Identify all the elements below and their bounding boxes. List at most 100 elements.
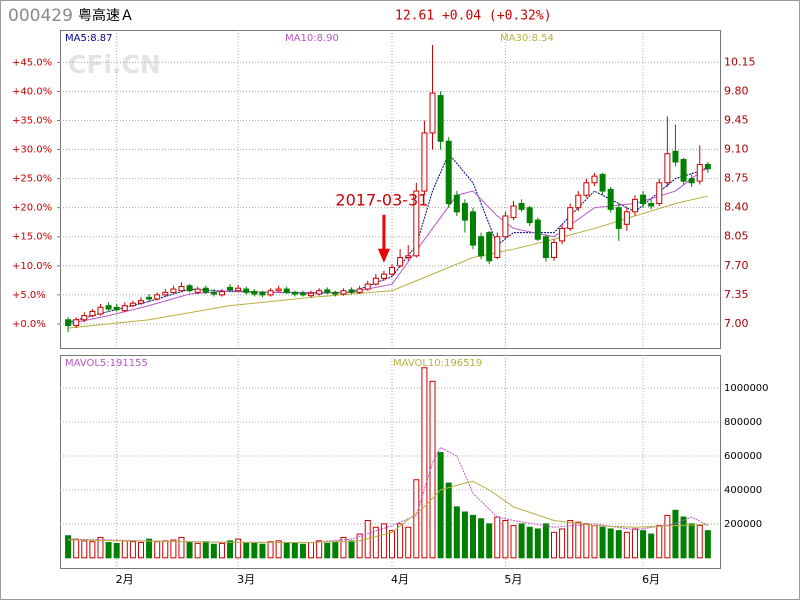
candle-body: [194, 288, 201, 293]
candle-body: [696, 164, 703, 182]
candle-body: [599, 173, 606, 192]
candle-body: [186, 285, 193, 292]
volume-bar: [502, 519, 509, 559]
volume-bar: [494, 516, 501, 559]
candle-body: [89, 310, 96, 317]
volume-bar: [607, 528, 614, 559]
watermark: CFi.CN: [68, 50, 161, 79]
candle-body: [316, 290, 323, 295]
volume-bar: [688, 523, 695, 559]
volume-bar: [397, 523, 404, 559]
volume-bar: [704, 530, 711, 559]
y2-tick-label: +20.0%: [12, 203, 52, 214]
y2-tick-label: +30.0%: [12, 145, 52, 156]
volume-bar: [194, 542, 201, 559]
volume-bar: [389, 530, 396, 559]
candle-body: [559, 227, 566, 242]
volume-bar: [105, 542, 112, 559]
arrow-head: [377, 248, 390, 263]
candle-body: [65, 319, 72, 327]
candle-body: [389, 266, 396, 275]
ma-line: [68, 480, 708, 544]
candle-body: [486, 232, 493, 262]
candle-body: [283, 288, 290, 293]
candle-body: [380, 273, 387, 279]
volume-bar: [413, 479, 420, 559]
candle-body: [413, 190, 420, 257]
candle-body: [340, 290, 347, 295]
candle-body: [291, 291, 298, 295]
candle-body: [178, 286, 185, 292]
candle-body: [461, 203, 468, 221]
volume-bar: [372, 526, 379, 559]
candle-body: [275, 288, 282, 292]
volume-bar: [550, 531, 557, 559]
volume-bar: [332, 542, 339, 559]
y-tick-label: 10.15: [724, 55, 756, 68]
candle-body: [146, 296, 153, 300]
y2-tick-label: +0.0%: [12, 319, 46, 330]
y-tick-label: 9.45: [724, 114, 749, 127]
volume-bar: [380, 523, 387, 559]
y-tick-label: 8.05: [724, 230, 749, 243]
volume-bar: [356, 533, 363, 559]
candle-body: [202, 287, 209, 293]
volume-bar: [243, 542, 250, 559]
volume-bar: [518, 523, 525, 559]
candle-body: [607, 188, 614, 210]
x-tick-label: 3月: [237, 573, 255, 586]
volume-bar: [97, 536, 104, 559]
volume-bar: [267, 541, 274, 559]
volume-bar: [129, 541, 136, 559]
volume-bar: [81, 540, 88, 559]
volume-bar: [680, 516, 687, 559]
y2-tick-label: +10.0%: [12, 261, 52, 272]
volume-bar: [113, 542, 120, 559]
volume-bar: [283, 542, 290, 559]
volume-bar: [121, 540, 128, 559]
volume-bar: [251, 542, 258, 559]
candle-body: [356, 288, 363, 293]
candle-body: [575, 194, 582, 209]
candle-body: [688, 178, 695, 184]
candle-body: [299, 292, 306, 296]
candle-body: [324, 289, 331, 293]
y-tick-label: 800000: [724, 417, 762, 428]
volume-bar: [210, 543, 217, 559]
candle-body: [137, 300, 144, 304]
volume-bar: [478, 518, 485, 559]
candle-body: [154, 294, 161, 300]
candle-body: [162, 291, 169, 296]
volume-bar: [559, 528, 566, 559]
candle-body: [81, 315, 88, 321]
y2-tick-label: +45.0%: [12, 57, 52, 68]
volume-bar: [316, 540, 323, 559]
volume-bar: [470, 514, 477, 559]
y2-tick-label: +35.0%: [12, 116, 52, 127]
candle-body: [227, 286, 234, 291]
volume-panel: [60, 355, 721, 569]
candle-body: [478, 236, 485, 257]
volume-bar: [640, 530, 647, 559]
y2-tick-label: +25.0%: [12, 174, 52, 185]
candle-body: [526, 207, 533, 224]
volume-bar: [137, 542, 144, 559]
volume-bar: [615, 530, 622, 559]
volume-bar: [348, 540, 355, 559]
y-tick-label: 7.35: [724, 288, 749, 301]
candle-body: [656, 182, 663, 205]
volume-bar: [275, 540, 282, 559]
candle-body: [105, 305, 112, 310]
candle-body: [534, 219, 541, 240]
candle-body: [372, 277, 379, 285]
volume-bar: [202, 541, 209, 559]
volume-bar: [672, 509, 679, 559]
candle-body: [583, 182, 590, 196]
y-tick-label: 7.70: [724, 259, 749, 272]
volume-bar: [599, 526, 606, 559]
volume-bar: [437, 452, 444, 559]
candle-body: [550, 242, 557, 258]
y2-tick-label: +15.0%: [12, 232, 52, 243]
